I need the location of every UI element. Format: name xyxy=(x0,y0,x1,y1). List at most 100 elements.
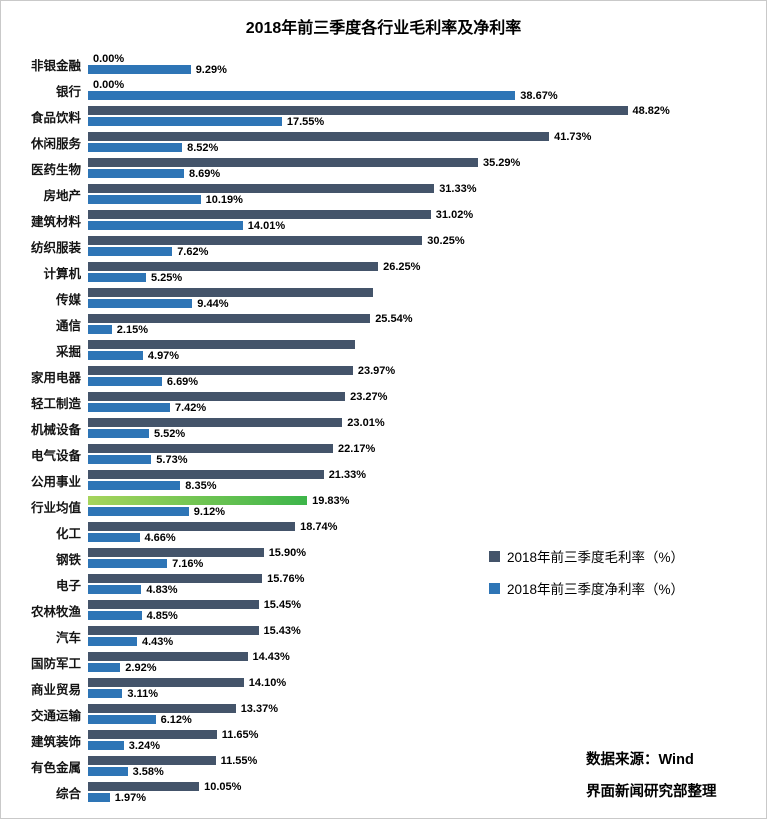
chart-row: 轻工制造 23.27% 7.42% xyxy=(5,389,766,415)
net-value-label: 5.25% xyxy=(151,271,183,284)
gross-bar xyxy=(88,782,200,791)
net-bar xyxy=(88,689,123,698)
net-bar xyxy=(88,793,110,802)
gross-bar xyxy=(88,418,343,427)
category-label: 钢铁 xyxy=(55,552,81,567)
gross-bar xyxy=(88,340,356,349)
gross-value-label: 22.17% xyxy=(338,442,376,455)
chart-row: 银行 0.00% 38.67% xyxy=(5,77,766,103)
net-bar xyxy=(88,455,152,464)
bar-stack: 9.44% xyxy=(88,287,766,310)
gross-bar xyxy=(88,314,371,323)
highlight-gross-bar xyxy=(88,496,308,505)
gross-bar xyxy=(88,210,431,219)
net-value-label: 10.19% xyxy=(205,193,243,206)
category-label: 机械设备 xyxy=(30,422,81,437)
chart-title: 2018年前三季度各行业毛利率及净利率 xyxy=(245,20,522,37)
gross-value-label: 41.73% xyxy=(554,130,592,143)
chart-row: 商业贸易 14.10% 3.11% xyxy=(5,675,766,701)
chart-rows: 非银金融 0.00% 9.29% 银行 0.00% 38.67% 食品饮料 48.82% 17.… xyxy=(5,51,766,805)
bar-stack: 30.25% 7.62% xyxy=(88,235,766,258)
net-value-label: 7.62% xyxy=(177,245,209,258)
net-value-label: 5.73% xyxy=(156,453,188,466)
gross-value-label: 21.33% xyxy=(328,468,366,481)
gross-value-label: 15.76% xyxy=(267,572,305,585)
category-label: 建筑装饰 xyxy=(30,734,81,749)
bar-stack: 23.27% 7.42% xyxy=(88,391,766,414)
net-value-label: 4.83% xyxy=(146,583,178,596)
net-bar xyxy=(88,221,243,230)
gross-bar xyxy=(88,132,550,141)
chart-row: 通信 25.54% 2.15% xyxy=(5,311,766,337)
gross-value-label: 0.00% xyxy=(93,52,125,65)
gross-bar xyxy=(88,184,435,193)
net-value-label: 4.97% xyxy=(147,349,180,362)
net-value-label: 9.29% xyxy=(195,63,227,76)
gross-bar xyxy=(88,444,333,453)
net-bar xyxy=(88,117,282,126)
bar-stack: 31.02% 14.01% xyxy=(88,209,766,232)
gross-value-label: 48.82% xyxy=(632,104,670,117)
gross-bar xyxy=(88,678,244,687)
net-value-label: 5.52% xyxy=(154,427,186,440)
category-label: 食品饮料 xyxy=(30,110,81,125)
bar-stack: 22.17% 5.73% xyxy=(88,443,766,466)
source-line-2: 界面新闻研究部整理 xyxy=(586,784,717,800)
gross-value-label: 18.74% xyxy=(300,520,338,533)
chart-row: 建筑装饰 11.65% 3.24% xyxy=(5,727,766,753)
net-legend-label: 2018年前三季度净利率（%） xyxy=(507,582,685,597)
chart-row: 汽车 15.43% 4.43% xyxy=(5,623,766,649)
bar-stack: 25.54% 2.15% xyxy=(88,313,766,336)
net-bar xyxy=(88,663,121,672)
chart-row: 家用电器 23.97% 6.69% xyxy=(5,363,766,389)
bar-stack: 14.10% 3.11% xyxy=(88,677,766,700)
net-value-label: 4.85% xyxy=(146,609,178,622)
source-note: 数据来源：Wind 界面新闻研究部整理 xyxy=(586,744,717,808)
gross-value-label: 25.54% xyxy=(375,312,413,325)
net-bar xyxy=(88,559,168,568)
category-label: 非银金融 xyxy=(30,58,81,73)
category-label: 通信 xyxy=(55,318,81,333)
gross-value-label: 0.00% xyxy=(93,78,125,91)
chart-row: 化工 18.74% 4.66% xyxy=(5,519,766,545)
gross-value-label: 30.25% xyxy=(427,234,465,247)
net-bar xyxy=(88,91,516,100)
gross-bar xyxy=(88,756,216,765)
legend: 2018年前三季度毛利率（%） 2018年前三季度净利率（%） xyxy=(489,548,684,612)
net-bar xyxy=(88,585,142,594)
gross-bar xyxy=(88,548,264,557)
chart-row: 传媒 9.44% xyxy=(5,285,766,311)
net-bar xyxy=(88,481,181,490)
net-bar xyxy=(88,169,184,178)
gross-bar xyxy=(88,366,353,375)
category-label: 银行 xyxy=(55,84,81,99)
category-label: 纺织服装 xyxy=(30,240,81,255)
category-label: 计算机 xyxy=(43,266,81,281)
net-bar xyxy=(88,741,124,750)
gross-value-label: 26.25% xyxy=(383,260,421,273)
category-label: 医药生物 xyxy=(30,162,81,177)
net-bar xyxy=(88,299,193,308)
net-value-label: 2.92% xyxy=(125,661,157,674)
category-label: 电子 xyxy=(55,578,81,593)
category-label: 国防军工 xyxy=(30,656,81,671)
gross-value-label: 15.45% xyxy=(263,598,301,611)
bar-stack: 41.73% 8.52% xyxy=(88,131,766,154)
category-label: 传媒 xyxy=(55,292,81,307)
bar-stack: 19.83% 9.12% xyxy=(88,495,766,518)
chart-row: 机械设备 23.01% 5.52% xyxy=(5,415,766,441)
bar-stack: 23.97% 6.69% xyxy=(88,365,766,388)
category-label: 交通运输 xyxy=(30,708,81,723)
net-value-label: 9.12% xyxy=(193,505,225,518)
net-value-label: 3.11% xyxy=(127,687,158,700)
gross-bar xyxy=(88,262,379,271)
gross-bar xyxy=(88,158,478,167)
gross-value-label: 11.55% xyxy=(220,754,258,767)
bar-stack: 23.01% 5.52% xyxy=(88,417,766,440)
bar-stack: 0.00% 9.29% xyxy=(88,53,766,76)
bar-stack: 48.82% 17.55% xyxy=(88,105,766,128)
category-label: 电气设备 xyxy=(30,448,81,463)
net-bar xyxy=(88,377,162,386)
bar-stack: 35.29% 8.69% xyxy=(88,157,766,180)
